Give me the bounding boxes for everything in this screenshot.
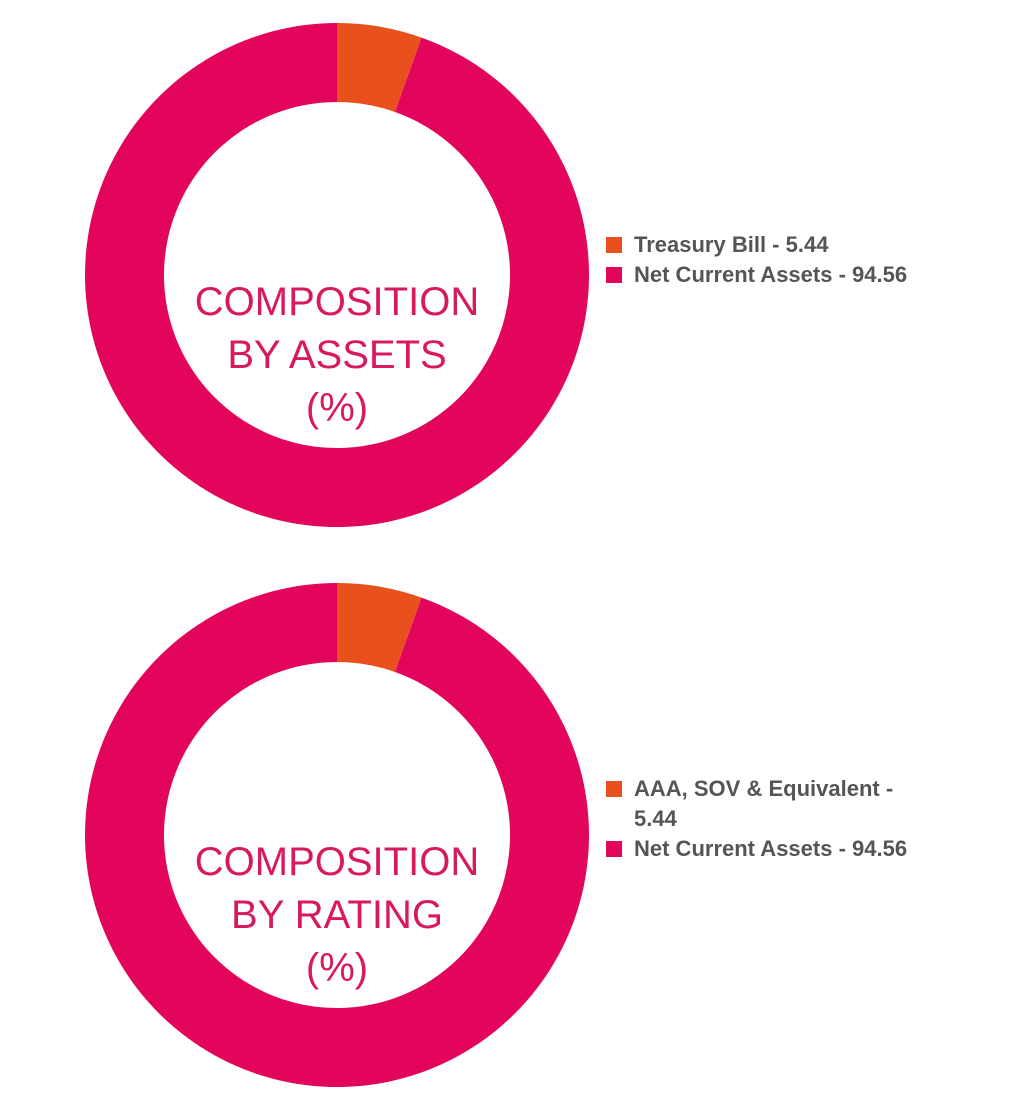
legend-swatch xyxy=(606,781,622,797)
title-line: BY RATING xyxy=(231,893,443,937)
legend-label: AAA, SOV & Equivalent - 5.44 xyxy=(634,776,894,831)
legend: Treasury Bill - 5.44 Net Current Assets … xyxy=(606,230,946,290)
title-line: (%) xyxy=(305,946,369,990)
legend-item: Net Current Assets - 94.56 xyxy=(606,834,936,864)
legend-swatch xyxy=(606,237,622,253)
legend-item: AAA, SOV & Equivalent - 5.44 xyxy=(606,774,936,834)
donut-rating xyxy=(85,583,589,1087)
slice-net-current-assets xyxy=(85,583,589,1087)
legend-label: Net Current Assets - 94.56 xyxy=(634,836,908,861)
legend-swatch xyxy=(606,267,622,283)
composition-by-rating-chart: COMPOSITION BY RATING (%) AAA, SOV & Equ… xyxy=(0,560,1013,1120)
legend-label: Net Current Assets - 94.56 xyxy=(634,262,908,287)
title-line: COMPOSITION xyxy=(194,840,480,884)
slice-treasury-bill xyxy=(337,23,422,113)
legend-swatch xyxy=(606,841,622,857)
title-line: COMPOSITION xyxy=(194,280,480,324)
legend-item: Net Current Assets - 94.56 xyxy=(606,260,946,290)
legend-item: Treasury Bill - 5.44 xyxy=(606,230,946,260)
composition-by-assets-chart: COMPOSITION BY ASSETS (%) Treasury Bill … xyxy=(85,23,946,527)
chart-title: COMPOSITION BY RATING (%) xyxy=(167,836,507,995)
legend-label: Treasury Bill - 5.44 xyxy=(634,232,829,257)
title-line: (%) xyxy=(305,386,369,430)
slice-aaa-sov-equivalent xyxy=(337,583,422,673)
legend: AAA, SOV & Equivalent - 5.44 Net Current… xyxy=(606,774,936,864)
slice-net-current-assets xyxy=(85,23,589,527)
donut-assets xyxy=(85,23,589,527)
title-line: BY ASSETS xyxy=(227,333,447,377)
chart-title: COMPOSITION BY ASSETS (%) xyxy=(167,276,507,435)
